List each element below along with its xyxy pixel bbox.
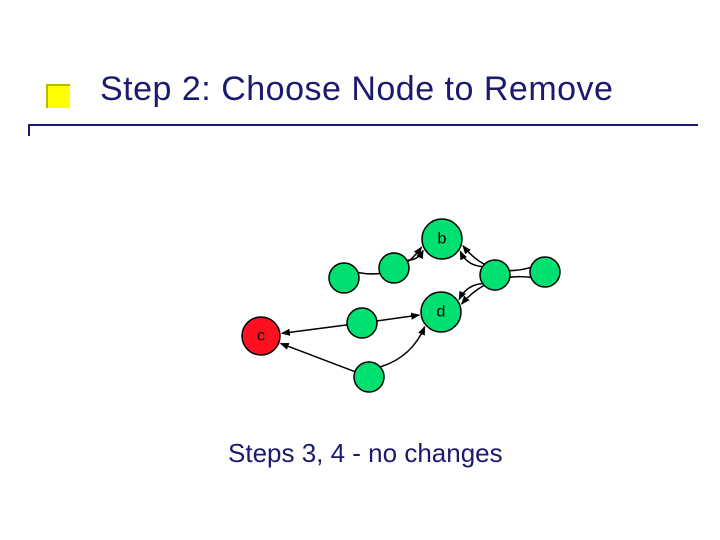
- graph-node-g1: [329, 263, 359, 293]
- subtitle-text: Steps 3, 4 - no changes: [228, 438, 503, 469]
- graph-edge: [281, 343, 355, 371]
- graph-node-label-c: c: [257, 328, 265, 345]
- graph-node-label-b: b: [438, 231, 447, 248]
- graph-node-g6: [354, 362, 384, 392]
- graph-edge: [460, 251, 482, 266]
- graph-node-label-d: d: [437, 304, 446, 321]
- graph-edge: [380, 327, 425, 367]
- graph-edge: [459, 283, 482, 299]
- graph-node-g4: [530, 257, 560, 287]
- graph-node-g2: [379, 253, 409, 283]
- graph-node-g5: [347, 308, 377, 338]
- graph-edge: [282, 325, 347, 333]
- graph-edge: [377, 315, 419, 321]
- title-underline-tick: [28, 124, 30, 136]
- graph-node-g3: [480, 260, 510, 290]
